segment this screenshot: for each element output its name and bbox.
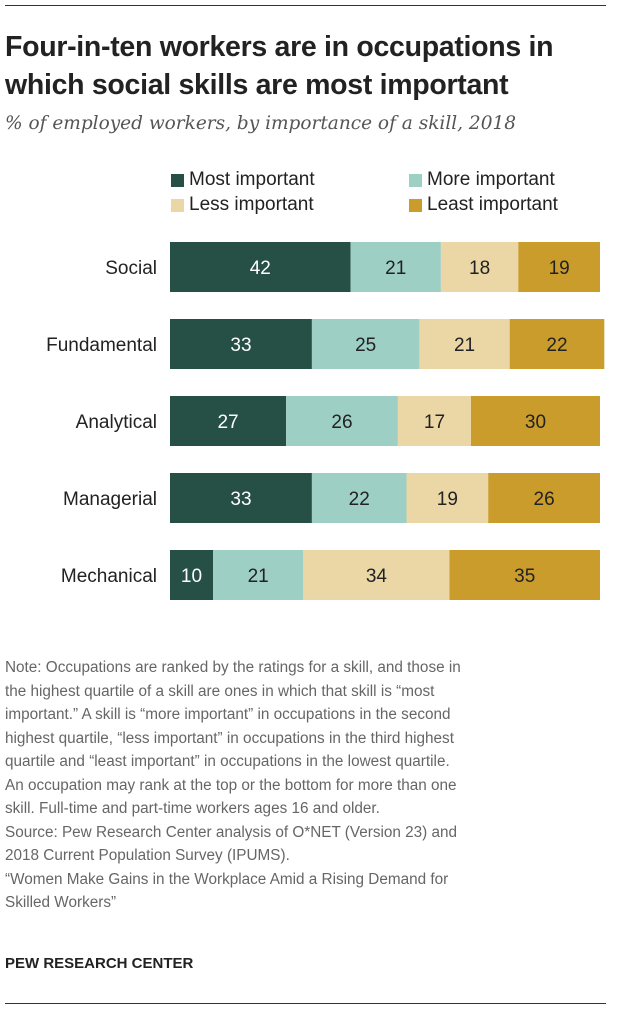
note-line: Skilled Workers” (5, 894, 117, 911)
bar-segment (419, 319, 510, 369)
data-label: 33 (230, 335, 251, 356)
bottom-rule (5, 1003, 606, 1004)
bar-segment (440, 242, 519, 292)
legend-swatch (409, 173, 422, 187)
note-line: the highest quartile of a skill are ones… (5, 682, 435, 700)
data-label: 22 (349, 489, 370, 510)
legend-label: Least important (427, 194, 558, 215)
data-label: 17 (424, 412, 445, 433)
note-line: “Women Make Gains in the Workplace Amid … (5, 870, 449, 888)
legend-swatch (409, 198, 422, 212)
data-label: 19 (437, 489, 458, 510)
data-label: 19 (549, 258, 570, 279)
legend-less-important: Less important (171, 194, 314, 216)
bar-segment (311, 473, 407, 523)
data-label: 18 (469, 258, 490, 279)
data-label: 22 (546, 335, 567, 356)
bar-segment (406, 473, 489, 523)
note-line: highest quartile, “less important” in oc… (5, 729, 454, 747)
note-line: Source: Pew Research Center analysis of … (5, 823, 458, 841)
bar-segment (170, 396, 287, 446)
bar-segment (311, 319, 420, 369)
bar-segment (488, 473, 600, 523)
top-rule (5, 5, 606, 6)
stacked-bar-chart: Social 42 21 18 19 Fundamental 33 25 21 22 Analyti… (46, 242, 605, 600)
bar-segment (170, 242, 351, 292)
bar-segment (303, 550, 450, 600)
data-label: 34 (366, 566, 388, 587)
bar-segment (213, 550, 304, 600)
data-label: 30 (525, 412, 546, 433)
legend-label: Less important (189, 194, 314, 215)
legend-label: More important (427, 169, 555, 190)
legend-most-important: Most important (171, 169, 315, 191)
notes: Note: Occupations are ranked by the rati… (5, 656, 461, 915)
note-line: An occupation may rank at the top or the… (5, 776, 457, 794)
note-line: 2018 Current Population Survey (IPUMS). (5, 847, 290, 864)
category-label: Fundamental (46, 335, 157, 356)
data-label: 10 (181, 566, 202, 587)
data-label: 27 (217, 412, 238, 433)
data-label: 25 (355, 335, 376, 356)
bar-segment (471, 396, 600, 446)
bar-segment (449, 550, 600, 600)
legend-more-important: More important (409, 169, 555, 191)
note-line: Note: Occupations are ranked by the rati… (5, 659, 461, 676)
legend-swatch (171, 198, 184, 212)
data-label: 21 (248, 566, 269, 587)
note-line: quartile and “least important” in occupa… (5, 753, 450, 770)
chart-subtitle: % of employed workers, by importance of … (5, 113, 517, 134)
note-line: skill. Full-time and part-time workers a… (5, 800, 380, 817)
bar-segment (170, 550, 213, 600)
data-label: 33 (230, 489, 251, 510)
credit: PEW RESEARCH CENTER (5, 955, 194, 972)
data-label: 42 (250, 258, 271, 279)
bar-segment (170, 473, 312, 523)
data-label: 21 (454, 335, 475, 356)
data-label: 26 (534, 489, 555, 510)
bar-segment (518, 242, 600, 292)
note-line: important.” A skill is “more important” … (5, 706, 451, 723)
bar-segment (397, 396, 471, 446)
data-label: 21 (385, 258, 406, 279)
category-label: Social (105, 258, 157, 279)
bar-segment (170, 319, 312, 369)
legend-least-important: Least important (409, 194, 558, 216)
bar-segment (509, 319, 605, 369)
data-label: 26 (331, 412, 352, 433)
category-label: Analytical (76, 412, 157, 433)
legend-label: Most important (189, 169, 315, 190)
bar-segment (350, 242, 441, 292)
bar-segment (286, 396, 398, 446)
category-label: Mechanical (61, 566, 157, 587)
chart-title: Four-in-ten workers are in occupations i… (5, 31, 554, 101)
legend-swatch (171, 173, 184, 187)
data-label: 35 (514, 566, 535, 587)
category-label: Managerial (63, 489, 157, 510)
